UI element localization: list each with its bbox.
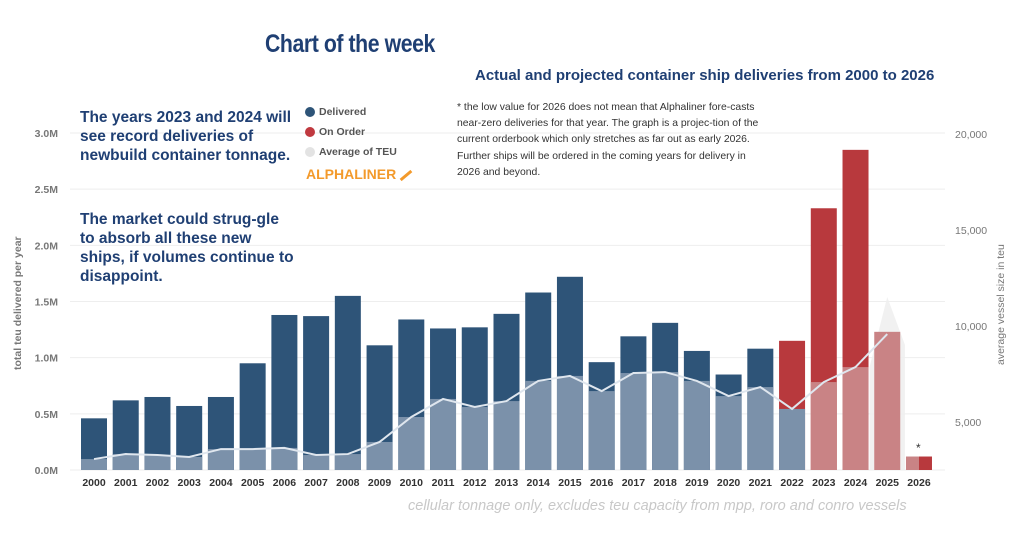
x-tick-label: 2019 [685, 477, 709, 489]
bar-2006-avg-portion [271, 447, 298, 470]
x-tick-label: 2000 [82, 477, 106, 489]
x-tick-label: 2017 [622, 477, 646, 489]
bar-2014-avg-portion [525, 380, 552, 470]
y2-tick-label: 10,000 [955, 321, 987, 333]
alphaliner-logo: ALPHALINER [306, 166, 413, 182]
bar-2012-avg-portion [461, 407, 488, 470]
x-tick-label: 2008 [336, 477, 360, 489]
bar-2004-avg-portion [207, 449, 234, 470]
bar-2018-avg-portion [652, 372, 679, 470]
legend-label: On Order [319, 126, 366, 138]
bar-2023-avg-portion [810, 382, 837, 470]
legend-item-average: Average of TEU [305, 142, 397, 162]
bar-2007-avg-portion [303, 455, 330, 470]
x-tick-label: 2005 [241, 477, 265, 489]
y2-tick-label: 15,000 [955, 225, 987, 237]
bar-2013-avg-portion [493, 401, 520, 470]
callout-paragraph-2: The market could strug-gle to absorb all… [80, 211, 294, 285]
bar-2019-avg-portion [683, 380, 710, 470]
legend-label: Average of TEU [319, 146, 397, 158]
bar-2024-avg-portion [842, 367, 869, 470]
x-tick-label: 2010 [400, 477, 424, 489]
x-tick-label: 2006 [273, 477, 297, 489]
legend-dot-icon [305, 107, 315, 117]
legend-label: Delivered [319, 106, 367, 118]
y-tick-label: 3.0M [35, 128, 59, 140]
bar-2008-avg-portion [334, 454, 361, 470]
bar-2026 [918, 456, 932, 470]
footnote: * the low value for 2026 does not mean t… [457, 102, 759, 178]
y2-tick-label: 5,000 [955, 417, 981, 429]
x-tick-label: 2025 [876, 477, 900, 489]
chart-subtitle: Actual and projected container ship deli… [475, 67, 935, 84]
x-tick-label: 2012 [463, 477, 487, 489]
y2-tick-label: 20,000 [955, 129, 987, 141]
x-tick-label: 2007 [304, 477, 328, 489]
source-note: cellular tonnage only, excludes teu capa… [408, 498, 907, 514]
legend: Delivered On Order Average of TEU [305, 102, 397, 162]
x-tick-label: 2024 [844, 477, 868, 489]
bar-2020-avg-portion [715, 396, 742, 470]
y-tick-label: 1.5M [35, 297, 59, 309]
x-tick-label: 2013 [495, 477, 519, 489]
x-tick-label: 2023 [812, 477, 836, 489]
legend-dot-icon [305, 127, 315, 137]
bar-2002-avg-portion [144, 455, 171, 470]
x-tick-label: 2022 [780, 477, 804, 489]
bar-2025 [874, 331, 901, 470]
x-tick-label: 2021 [749, 477, 773, 489]
bar-2005-avg-portion [239, 449, 266, 470]
y-tick-label: 2.0M [35, 240, 59, 252]
bar-2010-avg-portion [398, 417, 425, 470]
page-title: Chart of the week [265, 30, 435, 58]
annotation-2026: * [916, 441, 921, 455]
x-tick-label: 2003 [178, 477, 202, 489]
y-tick-label: 2.5M [35, 184, 59, 196]
x-tick-label: 2026 [907, 477, 931, 489]
legend-item-on-order: On Order [305, 122, 397, 142]
x-tick-label: 2004 [209, 477, 233, 489]
bar-2008 [334, 295, 361, 470]
x-tick-label: 2020 [717, 477, 741, 489]
bar-2000-avg-portion [81, 459, 107, 470]
bar-2026-light [905, 456, 919, 470]
bar-2017-avg-portion [620, 373, 647, 470]
bar-2015-avg-portion [556, 375, 583, 470]
logo-text: ALPHALINER [306, 166, 397, 182]
x-tick-label: 2009 [368, 477, 392, 489]
legend-dot-icon [305, 147, 315, 157]
x-tick-label: 2014 [527, 477, 551, 489]
average-teu-line [93, 333, 888, 461]
bar-2009-avg-portion [366, 441, 393, 470]
bar-2007 [303, 316, 330, 470]
bar-2021-avg-portion [747, 387, 774, 470]
y-tick-label: 0.0M [35, 465, 59, 477]
callout-paragraph-1: The years 2023 and 2024 will see record … [80, 109, 292, 164]
bar-2003-avg-portion [176, 456, 203, 470]
y-tick-label: 0.5M [35, 409, 59, 421]
x-tick-label: 2015 [558, 477, 582, 489]
bar-2001-avg-portion [112, 454, 139, 470]
legend-item-delivered: Delivered [305, 102, 397, 122]
logo-slash-icon [399, 169, 413, 181]
y2-axis-label: average vessel size in teu [995, 244, 1007, 365]
y-axis-label: total teu delivered per year [12, 236, 24, 370]
y-tick-label: 1.0M [35, 353, 59, 365]
bar-2016-avg-portion [588, 391, 615, 470]
x-tick-label: 2001 [114, 477, 138, 489]
bar-2011-avg-portion [430, 398, 457, 470]
x-tick-label: 2011 [432, 477, 455, 489]
x-tick-label: 2002 [146, 477, 170, 489]
x-tick-label: 2016 [590, 477, 614, 489]
bar-2022-avg-portion [779, 408, 806, 470]
bar-2006 [271, 314, 298, 470]
x-tick-label: 2018 [653, 477, 677, 489]
